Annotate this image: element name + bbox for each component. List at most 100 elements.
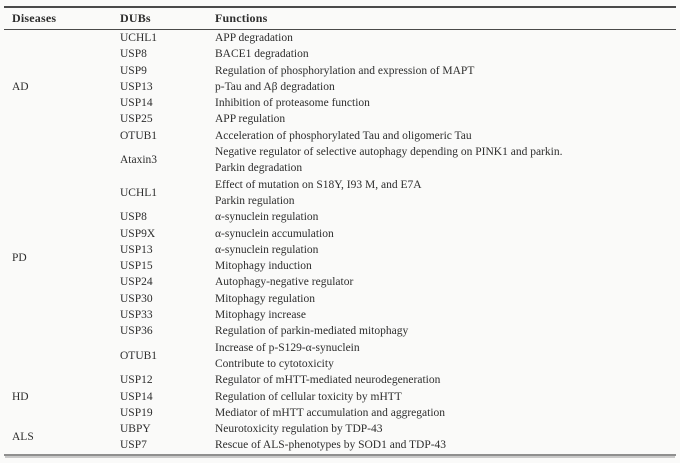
dub-cell: USP7 [120,439,147,452]
function-cell: α-synuclein accumulation [215,226,676,242]
function-cell: Mitophagy regulation [215,291,676,307]
table-row: USP30 Mitophagy regulation [4,291,676,307]
function-line: Mitophagy regulation [215,292,315,305]
table-row: USP36 Regulation of parkin-mediated mitop… [4,323,676,339]
function-cell: Mitophagy induction [215,258,676,274]
disease-cell: ALS [12,431,34,444]
function-line: Rescue of ALS-phenotypes by SOD1 and TDP… [215,439,447,452]
function-cell: Mitophagy increase [215,307,676,323]
function-line: Regulation of cellular toxicity by mHTT [215,390,402,403]
function-cell: Rescue of ALS-phenotypes by SOD1 and TDP… [215,437,676,454]
dub-cell: USP9 [120,64,147,77]
table-row: USP15 Mitophagy induction [4,258,676,274]
dub-cell: UBPY [120,423,151,436]
function-line: Acceleration of phosphorylated Tau and o… [215,129,472,142]
dub-cell: USP30 [120,292,153,305]
table-row: USP9 Regulation of phosphorylation and ex… [4,63,676,79]
dub-cell: USP33 [120,309,153,322]
dub-cell: USP14 [120,97,153,110]
table-row: USP14 Inhibition of proteasome function [4,95,676,111]
function-line: Mitophagy induction [215,260,312,273]
column-header-dubs: DUBs [120,7,215,30]
dub-cell: OTUB1 [120,129,158,142]
table-row: AD UCHL1 APP degradation [4,30,676,93]
function-cell: Regulation of parkin-mediated mitophagy [215,323,676,339]
dub-cell: UCHL1 [120,186,158,199]
dub-cell: UCHL1 [120,32,158,44]
function-line: Parkin regulation [215,194,295,207]
table-row: USP13 p-Tau and Aβ degradation [4,79,676,95]
table-row: ALS UBPY Neurotoxicity regulation by TDP-4… [4,421,676,443]
function-line: BACE1 degradation [215,48,309,61]
table-row: USP13 α-synuclein regulation [4,242,676,258]
table-row: USP9X α-synuclein accumulation [4,226,676,242]
function-line: Neurotoxicity regulation by TDP-43 [215,423,383,436]
function-cell: Regulation of cellular toxicity by mHTT [215,389,676,405]
function-line: Negative regulator of selective autophag… [215,146,563,159]
function-cell: APP regulation [215,111,676,127]
function-line: Contribute to cytotoxicity [215,357,334,370]
table-row: USP33 Mitophagy increase [4,307,676,323]
table-row: UCHL1 Effect of mutation on S18Y, I93 M, … [4,177,676,210]
table-row: PD Ataxin3 Negative regulator of selective… [4,144,676,264]
disease-cell: AD [12,80,29,93]
function-line: p-Tau and Aβ degradation [215,80,335,93]
function-cell: Mediator of mHTT accumulation and aggreg… [215,405,676,421]
function-line: Regulator of mHTT-mediated neurodegenera… [215,374,441,387]
function-cell: Negative regulator of selective autophag… [215,144,676,177]
table-row: OTUB1 Acceleration of phosphorylated Tau … [4,128,676,144]
function-cell: Regulation of phosphorylation and expres… [215,63,676,79]
function-line: APP degradation [215,32,293,44]
function-line: Regulation of phosphorylation and expres… [215,64,475,77]
dub-cell: USP24 [120,276,153,289]
table-header-row: Diseases DUBs Functions [4,7,676,30]
function-cell: α-synuclein regulation [215,209,676,225]
function-cell: BACE1 degradation [215,46,676,62]
function-cell: Inhibition of proteasome function [215,95,676,111]
function-cell: APP degradation [215,30,676,47]
disease-cell: HD [12,390,29,403]
dub-cell: USP19 [120,406,153,419]
table-row: USP19 Mediator of mHTT accumulation and a… [4,405,676,421]
dub-cell: USP8 [120,48,147,61]
function-cell: Neurotoxicity regulation by TDP-43 [215,421,676,437]
dub-cell: USP36 [120,325,153,338]
function-line: Parkin degradation [215,162,303,175]
function-cell: Acceleration of phosphorylated Tau and o… [215,128,676,144]
dub-cell: USP13 [120,80,153,93]
disease-cell: PD [12,252,27,264]
table-row: USP8 α-synuclein regulation [4,209,676,225]
function-line: Mitophagy increase [215,309,307,322]
dub-cell: USP8 [120,211,147,224]
function-line: Autophagy-negative regulator [215,276,354,289]
function-line: Increase of p-S129-α-synuclein [215,341,360,354]
function-line: Effect of mutation on S18Y, I93 M, and E… [215,178,422,191]
dub-cell: USP14 [120,390,153,403]
dub-cell: USP9X [120,227,156,240]
dub-cell: USP12 [120,374,153,387]
dub-cell: USP13 [120,243,153,256]
dub-table: Diseases DUBs Functions AD UCHL1 APP degra… [4,6,676,456]
function-cell: α-synuclein regulation [215,242,676,258]
table-row: USP8 BACE1 degradation [4,46,676,62]
dub-cell: Ataxin3 [120,154,158,167]
function-line: α-synuclein accumulation [215,227,334,240]
function-line: Regulation of parkin-mediated mitophagy [215,325,409,338]
function-cell: Effect of mutation on S18Y, I93 M, and E… [215,177,676,210]
function-line: APP regulation [215,113,286,126]
function-line: α-synuclein regulation [215,211,319,224]
table-row: USP24 Autophagy-negative regulator [4,274,676,290]
function-line: Inhibition of proteasome function [215,97,370,110]
column-header-diseases: Diseases [4,7,120,30]
table-row: USP25 APP regulation [4,111,676,127]
table-row: HD USP12 Regulator of mHTT-mediated neurod… [4,372,676,402]
table-row: USP7 Rescue of ALS-phenotypes by SOD1 and… [4,437,676,454]
dub-cell: USP15 [120,260,153,273]
dub-cell: OTUB1 [120,349,158,362]
dub-cell: USP25 [120,113,153,126]
function-cell: Regulator of mHTT-mediated neurodegenera… [215,372,676,388]
function-line: α-synuclein regulation [215,243,319,256]
column-header-functions: Functions [215,7,676,30]
function-line: Mediator of mHTT accumulation and aggreg… [215,406,446,419]
